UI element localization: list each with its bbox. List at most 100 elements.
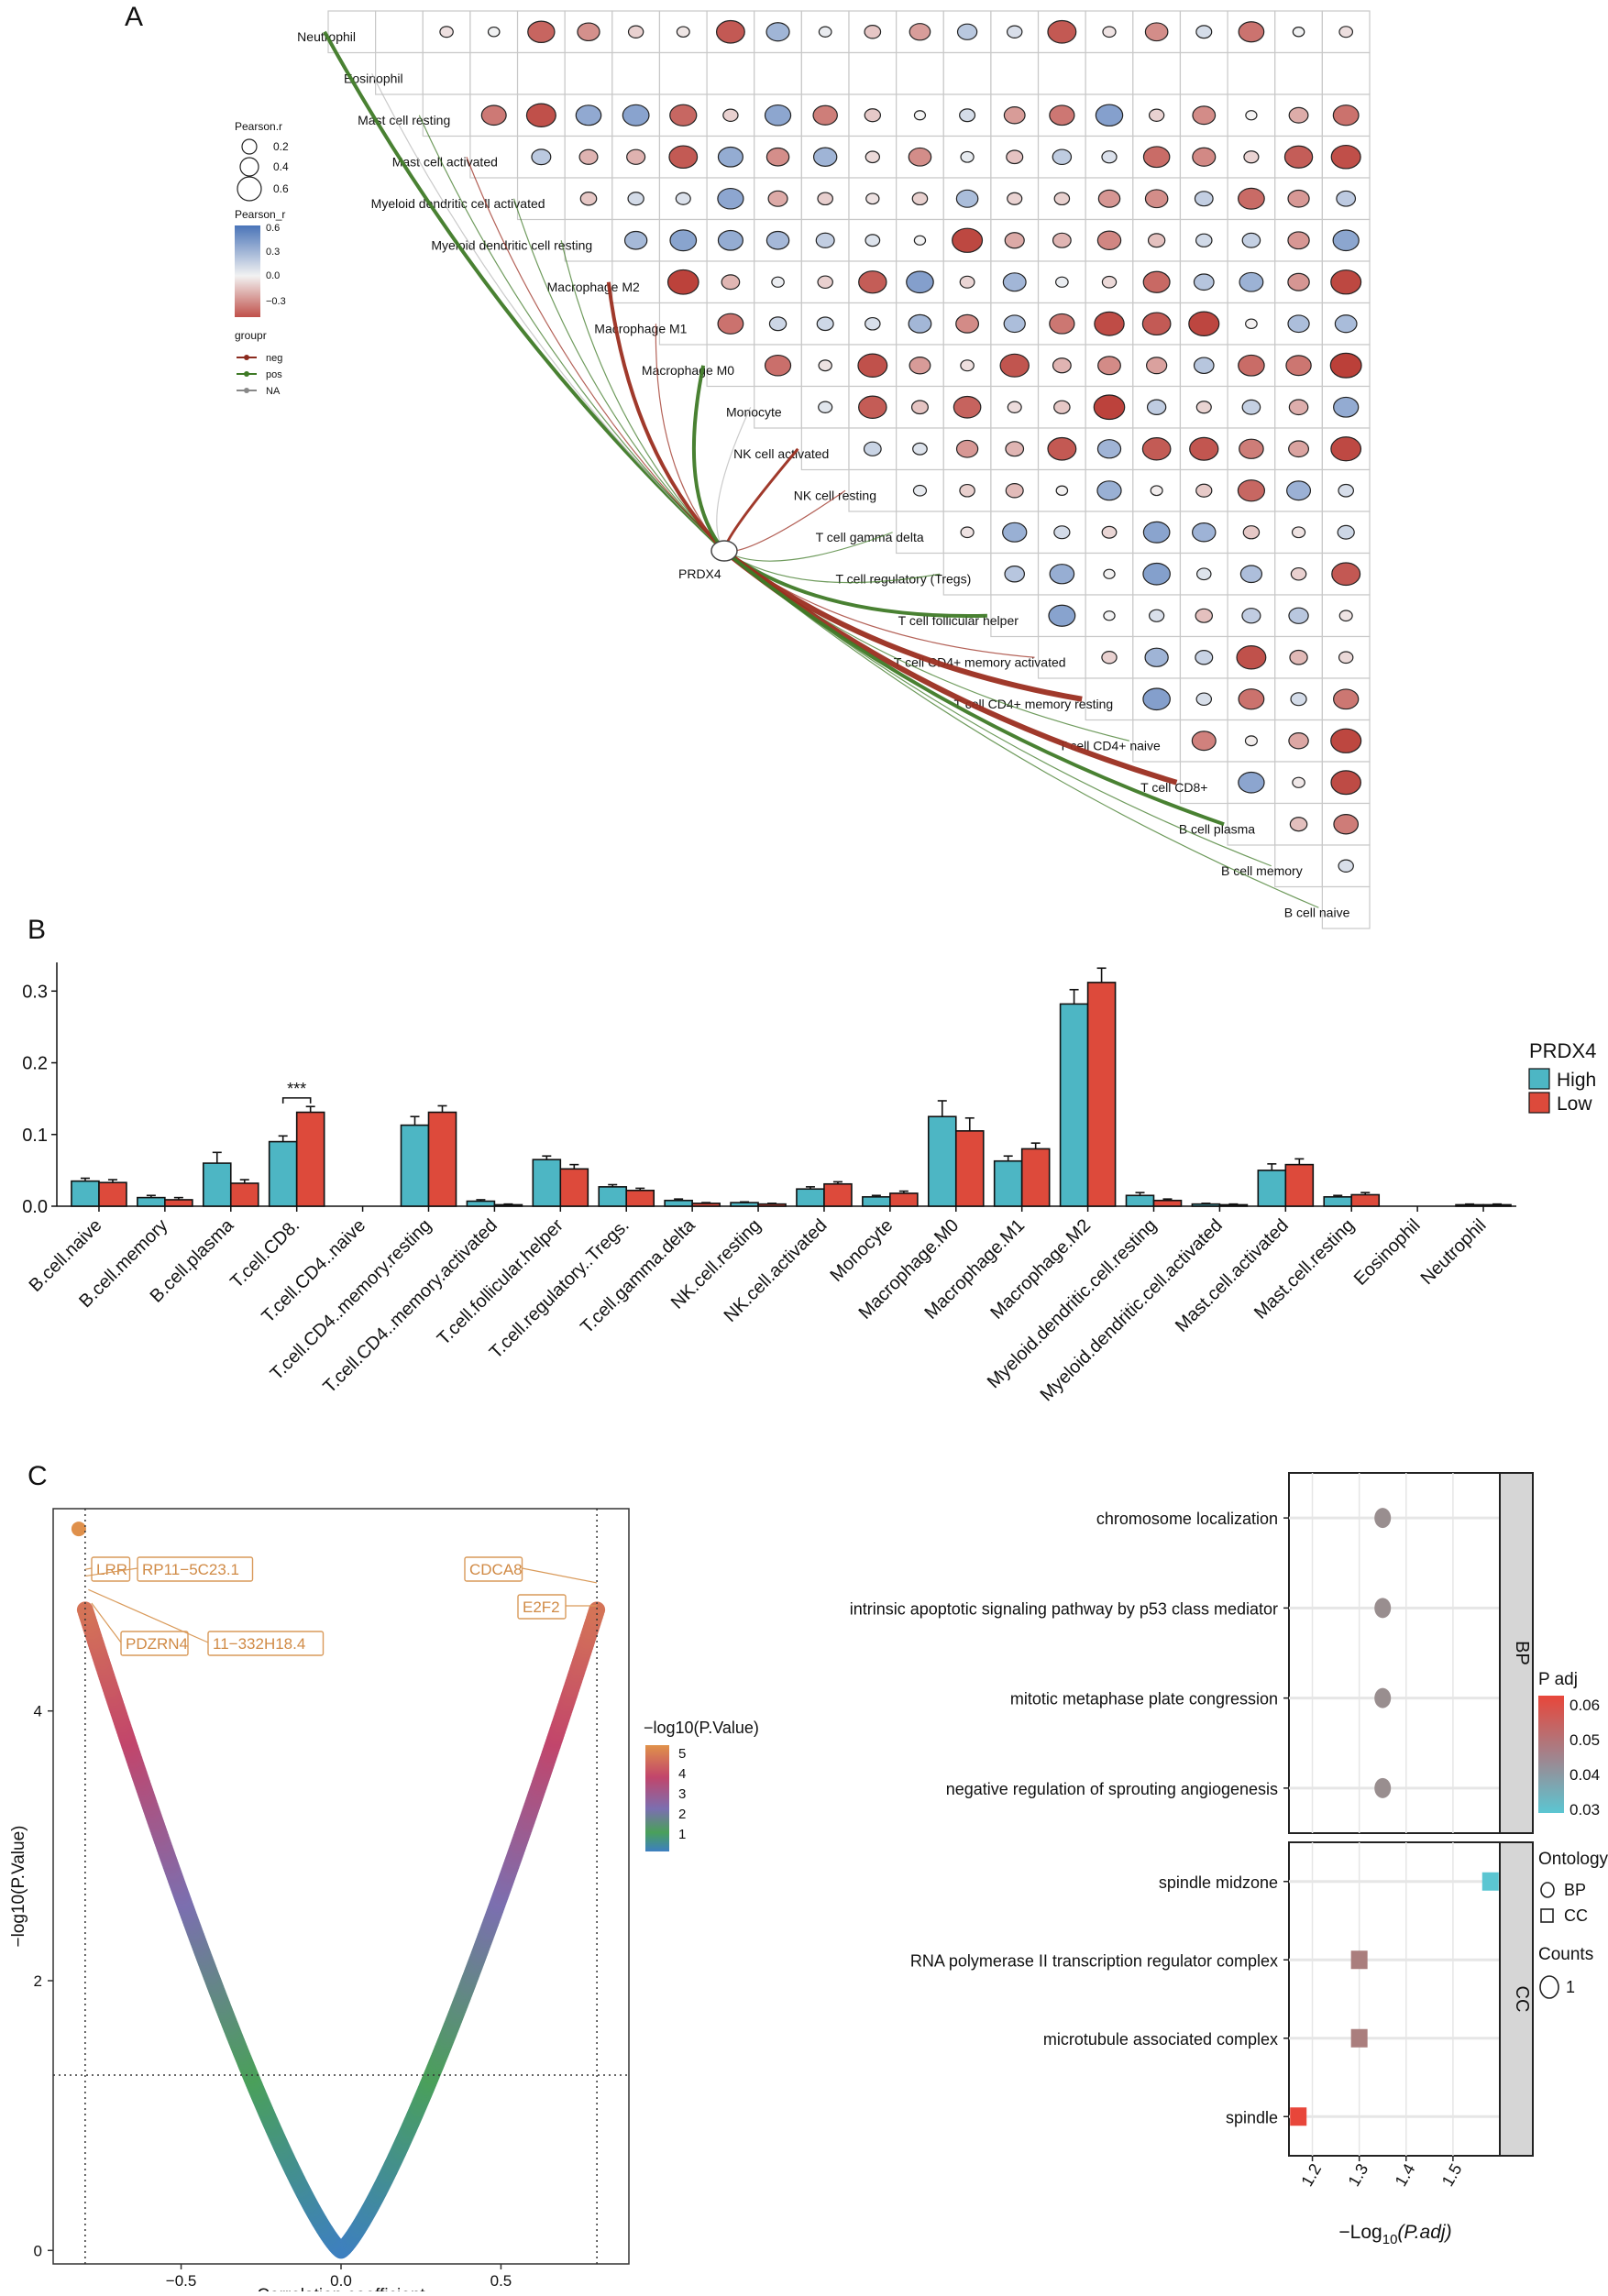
matrix-cell <box>612 53 660 95</box>
correlation-circle <box>1197 568 1211 580</box>
correlation-circle <box>1008 192 1022 204</box>
term-dot <box>1290 2107 1306 2126</box>
correlation-circle <box>670 230 697 251</box>
correlation-circle <box>669 146 698 168</box>
correlation-circle <box>622 104 649 126</box>
correlation-circle <box>1335 315 1357 333</box>
x-tick-label: Mast.cell.activated <box>1172 1215 1293 1336</box>
correlation-circle <box>1097 440 1120 458</box>
correlation-circle <box>1053 233 1072 247</box>
correlation-circle <box>1242 400 1260 414</box>
correlation-circle <box>909 148 931 166</box>
bar-high <box>467 1202 494 1206</box>
correlation-circle <box>625 232 647 249</box>
correlation-circle <box>1339 610 1352 621</box>
color-legend-label: 0.3 <box>266 247 280 258</box>
correlation-circle <box>1145 648 1168 666</box>
correlation-circle <box>913 443 928 455</box>
correlation-circle <box>1003 522 1027 542</box>
bar-low <box>692 1203 720 1206</box>
cell-label: Monocyte <box>726 404 782 419</box>
panel-a-letter: A <box>125 2 143 32</box>
facet-panel <box>1289 1842 1500 2156</box>
cell-label: B cell memory <box>1221 863 1303 878</box>
correlation-circle <box>1331 771 1360 795</box>
correlation-circle <box>668 269 699 294</box>
color-legend-label: 0.0 <box>266 270 280 281</box>
bar-low <box>1022 1148 1050 1206</box>
correlation-circle <box>953 228 983 252</box>
matrix-cell <box>849 53 897 95</box>
immune-bar-chart-panel: 0.00.10.20.3B.cell.naiveB.cell.memoryB.c… <box>22 962 1596 1405</box>
correlation-circle <box>1143 271 1170 292</box>
correlation-circle <box>1003 273 1026 291</box>
correlation-circle <box>578 23 600 40</box>
bar-low <box>429 1113 457 1206</box>
correlation-circle <box>819 360 832 371</box>
prdx4-node <box>711 541 737 561</box>
correlation-circle <box>1048 438 1076 460</box>
term-dot <box>1351 2029 1368 2048</box>
correlation-circle <box>1005 233 1024 248</box>
matrix-cell <box>423 53 470 95</box>
bar-high <box>270 1142 297 1206</box>
correlation-circle <box>580 192 596 205</box>
color-legend-bar <box>235 225 260 317</box>
matrix-cell <box>991 53 1039 95</box>
ontology-legend-label: BP <box>1564 1881 1586 1899</box>
counts-legend-key <box>1540 1976 1558 1998</box>
cell-label: Macrophage M1 <box>594 321 687 335</box>
bar-low <box>165 1200 193 1206</box>
correlation-circle <box>1339 27 1352 38</box>
colorbar-label: 4 <box>678 1766 686 1782</box>
correlation-circle <box>1097 481 1121 500</box>
matrix-cell <box>943 53 991 95</box>
correlation-circle <box>670 104 697 126</box>
correlation-circle <box>1102 277 1116 288</box>
bar-low <box>1351 1194 1379 1206</box>
bar-high <box>1456 1204 1483 1206</box>
color-legend-label: −0.3 <box>266 296 286 307</box>
correlation-circle <box>1145 190 1167 208</box>
correlation-circle <box>1142 438 1170 460</box>
correlation-circle <box>907 271 933 292</box>
y-tick-label: 0.2 <box>22 1054 48 1074</box>
correlation-circle <box>819 401 832 412</box>
correlation-circle <box>818 276 832 288</box>
correlation-circle <box>1143 147 1169 168</box>
matrix-cell <box>897 53 944 95</box>
correlation-circle <box>914 236 925 245</box>
bar-low <box>1219 1204 1247 1206</box>
correlation-circle <box>1240 566 1261 583</box>
correlation-circle <box>1054 526 1070 539</box>
size-legend-key <box>242 139 257 154</box>
correlation-circle <box>1143 522 1170 543</box>
correlation-circle <box>1293 27 1304 37</box>
bar-high <box>1127 1195 1154 1206</box>
correlation-circle <box>1196 234 1212 247</box>
term-dot <box>1374 1598 1391 1618</box>
legend-key-high <box>1529 1069 1549 1089</box>
bar-high <box>402 1126 429 1206</box>
correlation-circle <box>1195 651 1213 665</box>
bar-high <box>863 1197 890 1206</box>
correlation-circle <box>1244 151 1259 163</box>
correlation-circle <box>859 271 887 293</box>
correlation-circle <box>1196 401 1211 413</box>
correlation-circle <box>766 148 788 166</box>
cell-label: NK cell resting <box>794 488 876 502</box>
correlation-circle <box>1098 357 1121 375</box>
correlation-circle <box>859 396 887 418</box>
significance-label: *** <box>287 1080 306 1098</box>
correlation-circle <box>1096 104 1122 126</box>
x-axis-title: −Log10(P.adj) <box>1338 2222 1451 2247</box>
correlation-circle <box>953 397 980 418</box>
correlation-circle <box>1151 486 1162 496</box>
annotation-label: 11−332H18.4 <box>213 1635 305 1653</box>
x-tick-label: 1.5 <box>1438 2160 1466 2190</box>
term-label: RNA polymerase II transcription regulato… <box>910 1951 1278 1970</box>
correlation-circle <box>1007 150 1023 164</box>
correlation-circle <box>1196 484 1212 497</box>
bar-low <box>297 1113 325 1206</box>
x-tick-label: 1.3 <box>1345 2160 1372 2190</box>
